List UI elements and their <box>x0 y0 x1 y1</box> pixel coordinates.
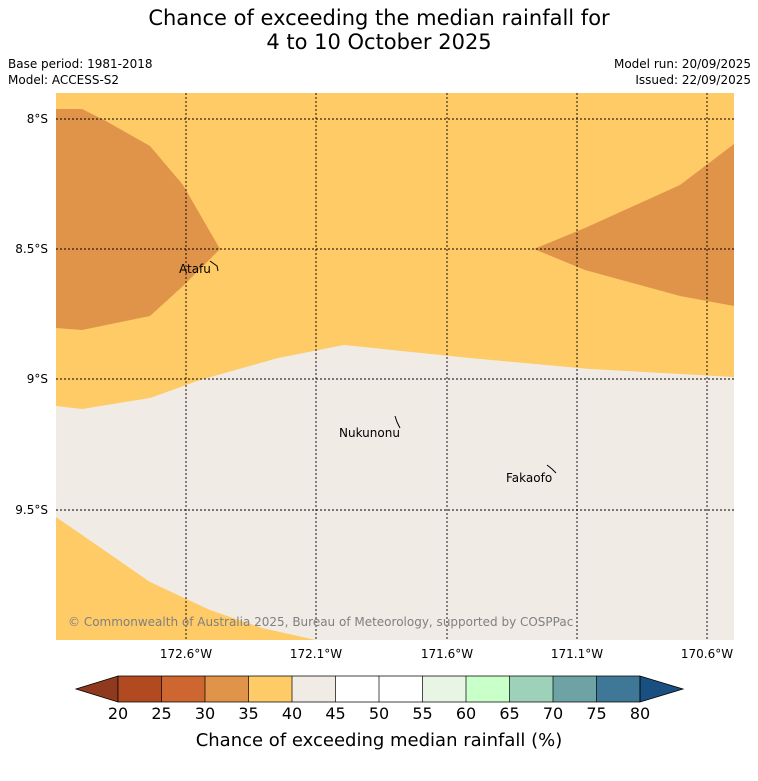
lat-label-9-5s: 9.5°S <box>15 503 48 517</box>
place-label-nukunonu: Nukunonu <box>339 426 400 440</box>
colorbar-swatch-60-65 <box>466 676 510 702</box>
colorbar-tick-75: 75 <box>586 704 607 723</box>
model-name: Model: ACCESS-S2 <box>8 73 120 87</box>
colorbar-swatch-25-30 <box>161 676 205 702</box>
colorbar-swatch-20-25 <box>118 676 162 702</box>
lat-label-8-5s: 8.5°S <box>15 242 48 256</box>
gridlines <box>56 93 734 640</box>
colorbar-tick-20: 20 <box>107 704 129 723</box>
region-40-45 <box>56 345 734 640</box>
colorbar-tick-55: 55 <box>412 704 433 723</box>
colorbar-swatch-45-50 <box>335 676 379 702</box>
region-25-30-east <box>534 144 734 306</box>
colorbar-under-arrow <box>74 675 119 703</box>
place-label-fakaofo: Fakaofo <box>506 471 552 485</box>
model-run: Model run: 20/09/2025 <box>613 57 751 71</box>
colorbar-swatch-65-70 <box>509 676 553 702</box>
colorbar-swatch-40-45 <box>292 676 336 702</box>
colorbar-tick-45: 45 <box>325 704 346 723</box>
base-period: Base period: 1981-2018 <box>8 57 153 71</box>
colorbar-tick-60: 60 <box>455 704 477 723</box>
issued-date: Issued: 22/09/2025 <box>635 73 751 87</box>
colorbar-swatch-75-80 <box>596 676 640 702</box>
colorbar-tick-35: 35 <box>238 704 259 723</box>
colorbar-swatch-50-55 <box>379 676 423 702</box>
title-line-1: Chance of exceeding the median rainfall … <box>148 6 610 30</box>
lat-label-9s: 9°S <box>27 372 48 386</box>
colorbar-tick-30: 30 <box>194 704 216 723</box>
colorbar-tick-65: 65 <box>499 704 520 723</box>
copyright-notice: © Commonwealth of Australia 2025, Bureau… <box>68 615 573 629</box>
region-25-30-west <box>56 109 220 330</box>
colorbar-swatch-30-35 <box>205 676 249 702</box>
lon-label-171-6w: 171.6°W <box>421 647 473 661</box>
title-line-2: 4 to 10 October 2025 <box>266 30 492 54</box>
colorbar-tick-50: 50 <box>368 704 390 723</box>
colorbar-tick-40: 40 <box>281 704 303 723</box>
colorbar-swatch-55-60 <box>422 676 466 702</box>
colorbar-swatch-35-40 <box>248 676 292 702</box>
place-label-atafu: Atafu <box>179 262 211 276</box>
colorbar-tick-70: 70 <box>542 704 564 723</box>
colorbar-tick-25: 25 <box>151 704 172 723</box>
colorbar-over-arrow <box>639 675 685 703</box>
lon-label-170-6w: 170.6°W <box>681 647 733 661</box>
colorbar <box>74 675 685 703</box>
lon-label-172-6w: 172.6°W <box>160 647 212 661</box>
island-outlines <box>209 260 557 474</box>
colorbar-tick-80: 80 <box>629 704 651 723</box>
lat-label-8s: 8°S <box>27 112 48 126</box>
colorbar-swatch-70-75 <box>553 676 597 702</box>
colorbar-title: Chance of exceeding median rainfall (%) <box>195 730 563 751</box>
lon-label-171-1w: 171.1°W <box>551 647 603 661</box>
lon-label-172-1w: 172.1°W <box>290 647 342 661</box>
